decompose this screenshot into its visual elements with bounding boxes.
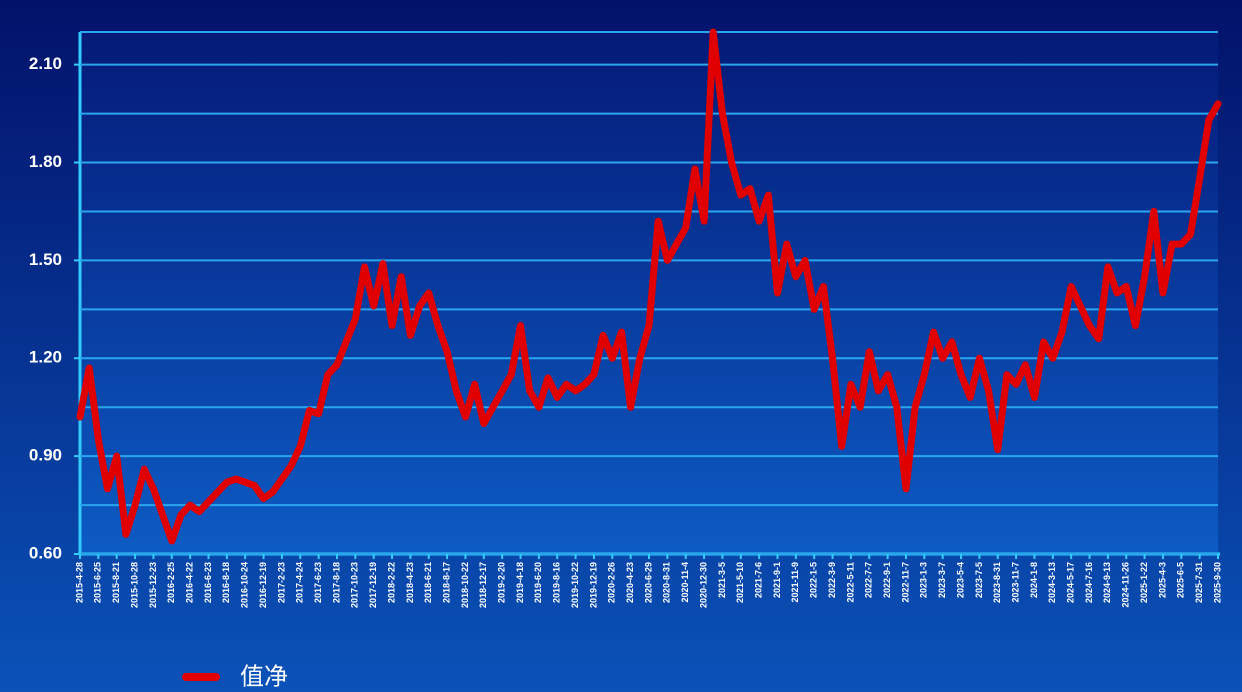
x-tick-label: 2020-2-26	[607, 562, 617, 603]
x-tick-label: 2020-11-4	[680, 562, 690, 603]
x-tick-label: 2024-5-17	[1066, 562, 1076, 603]
grid	[74, 31, 1218, 555]
x-tick-label: 2025-7-31	[1194, 562, 1204, 603]
series-line	[76, 28, 1222, 545]
x-tick-label: 2019-12-19	[588, 562, 598, 608]
labels: 0.60 0.90 1.20 1.50 1.80 2.10 2015-4-28 2015-6-…	[29, 54, 1222, 608]
legend-label: 值净	[240, 663, 288, 690]
x-tick-label: 2022-7-7	[864, 562, 874, 598]
x-tick-label: 2016-4-22	[185, 562, 195, 603]
x-tick-label: 2016-10-24	[240, 562, 250, 608]
x-tick-label: 2025-9-30	[1212, 562, 1222, 603]
x-tick-label: 2021-11-9	[790, 562, 800, 603]
x-tick-label: 2022-11-7	[900, 562, 910, 603]
x-tick-label: 2024-3-13	[1047, 562, 1057, 603]
x-tick-label: 2023-7-5	[974, 562, 984, 598]
lines	[76, 28, 1222, 545]
x-tick-label: 2020-8-31	[662, 562, 672, 603]
x-tick-label: 2016-2-25	[166, 562, 176, 603]
x-tick-label: 2017-6-23	[313, 562, 323, 603]
x-tick-label: 2017-2-23	[276, 562, 286, 603]
x-tick-label: 2020-4-23	[625, 562, 635, 603]
x-tick-label: 2018-6-21	[423, 562, 433, 603]
y-tick-label: 2.10	[29, 54, 62, 73]
x-tick-label: 2023-5-4	[955, 562, 965, 598]
x-tick-label: 2021-9-1	[772, 562, 782, 598]
x-tick-label: 2018-2-22	[386, 562, 396, 603]
x-tick-label: 2017-10-23	[350, 562, 360, 608]
x-tick-label: 2019-4-18	[515, 562, 525, 603]
x-tick-label: 2020-12-30	[698, 562, 708, 608]
x-tick-label: 2019-10-22	[570, 562, 580, 608]
x-tick-label: 2025-6-5	[1176, 562, 1186, 598]
x-tick-label: 2018-4-23	[405, 562, 415, 603]
x-tick-label: 2025-4-3	[1157, 562, 1167, 598]
x-tick-label: 2022-9-1	[882, 562, 892, 598]
y-tick-label: 0.60	[29, 543, 62, 562]
x-tick-label: 2018-10-22	[460, 562, 470, 608]
x-tick-label: 2016-8-18	[221, 562, 231, 603]
x-tick-label: 2025-1-22	[1139, 562, 1149, 603]
x-tick-label: 2016-12-19	[258, 562, 268, 608]
x-tick-label: 2021-5-10	[735, 562, 745, 603]
x-tick-label: 2024-1-8	[1029, 562, 1039, 598]
x-tick-label: 2015-12-23	[148, 562, 158, 608]
x-tick-label: 2016-6-23	[203, 562, 213, 603]
x-tick-label: 2020-6-29	[643, 562, 653, 603]
x-tick-label: 2019-8-16	[552, 562, 562, 603]
x-tick-label: 2015-4-28	[74, 562, 84, 603]
x-tick-label: 2015-8-21	[111, 562, 121, 603]
y-tick-label: 1.20	[29, 348, 62, 367]
x-tick-label: 2015-10-28	[129, 562, 139, 608]
x-tick-label: 2017-12-19	[368, 562, 378, 608]
x-tick-label: 2023-1-3	[919, 562, 929, 598]
x-tick-label: 2017-4-24	[295, 562, 305, 603]
y-tick-label: 1.80	[29, 152, 62, 171]
x-tick-label: 2022-1-5	[809, 562, 819, 598]
x-tick-label: 2024-7-16	[1084, 562, 1094, 603]
x-tick-label: 2018-8-17	[441, 562, 451, 603]
x-tick-label: 2023-11-7	[1010, 562, 1020, 603]
x-tick-label: 2023-3-7	[937, 562, 947, 598]
x-tick-label: 2018-12-17	[478, 562, 488, 608]
x-tick-label: 2021-7-6	[754, 562, 764, 598]
x-tick-label: 2021-3-5	[717, 562, 727, 598]
x-tick-label: 2024-9-13	[1102, 562, 1112, 603]
y-tick-label: 1.50	[29, 250, 62, 269]
x-tick-label: 2023-8-31	[992, 562, 1002, 603]
y-tick-label: 0.90	[29, 446, 62, 465]
x-tick-label: 2015-6-25	[93, 562, 103, 603]
x-tick-label: 2024-11-26	[1121, 562, 1131, 608]
x-tick-label: 2022-5-11	[845, 562, 855, 603]
x-tick-label: 2019-6-20	[533, 562, 543, 603]
x-tick-label: 2022-3-9	[827, 562, 837, 598]
x-tick-label: 2017-8-18	[331, 562, 341, 603]
x-tick-label: 2019-2-20	[497, 562, 507, 603]
